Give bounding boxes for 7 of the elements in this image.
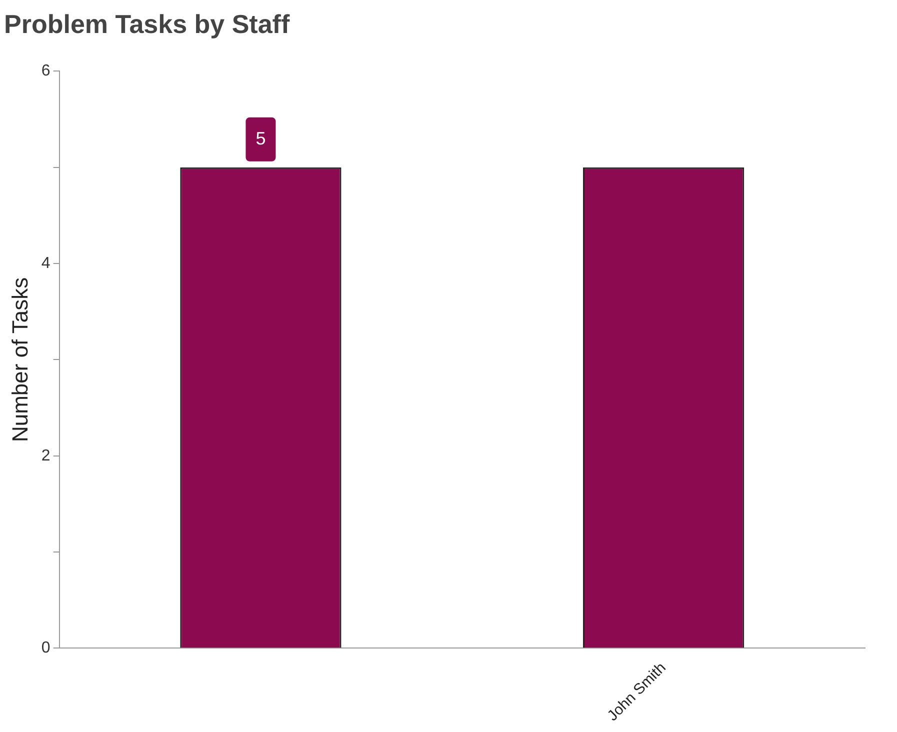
data-label: 5 <box>256 128 266 148</box>
y-tick-label: 4 <box>41 254 50 272</box>
y-tick-label: 0 <box>41 640 50 657</box>
y-tick-label: 2 <box>41 447 50 464</box>
y-axis-title: Number of Tasks <box>7 277 32 442</box>
y-tick-label: 6 <box>41 62 50 80</box>
chart-title: Problem Tasks by Staff <box>4 8 290 39</box>
